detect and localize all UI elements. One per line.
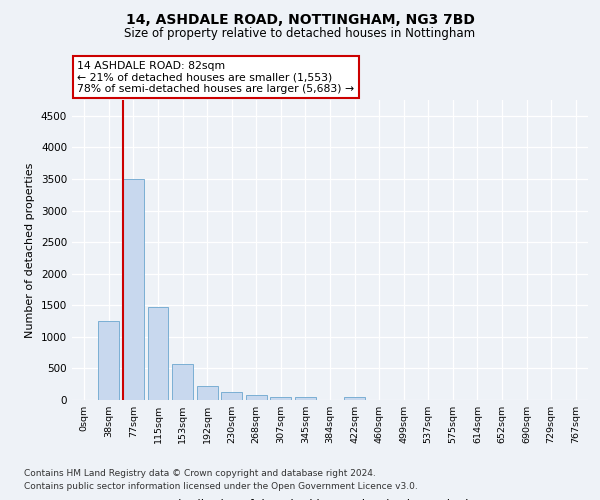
Text: Contains HM Land Registry data © Crown copyright and database right 2024.: Contains HM Land Registry data © Crown c… [24,468,376,477]
Bar [246,394,267,400]
Bar [344,398,365,400]
Text: 14, ASHDALE ROAD, NOTTINGHAM, NG3 7BD: 14, ASHDALE ROAD, NOTTINGHAM, NG3 7BD [125,12,475,26]
Bar [221,392,242,400]
Bar [123,179,144,400]
Bar [271,396,292,400]
Text: Contains public sector information licensed under the Open Government Licence v3: Contains public sector information licen… [24,482,418,491]
Y-axis label: Number of detached properties: Number of detached properties [25,162,35,338]
Bar [197,386,218,400]
Text: 14 ASHDALE ROAD: 82sqm
← 21% of detached houses are smaller (1,553)
78% of semi-: 14 ASHDALE ROAD: 82sqm ← 21% of detached… [77,61,354,94]
Bar [172,364,193,400]
X-axis label: Distribution of detached houses by size in Nottingham: Distribution of detached houses by size … [169,499,491,500]
Text: Size of property relative to detached houses in Nottingham: Size of property relative to detached ho… [124,28,476,40]
Bar [98,321,119,400]
Bar [148,307,169,400]
Bar [295,398,316,400]
